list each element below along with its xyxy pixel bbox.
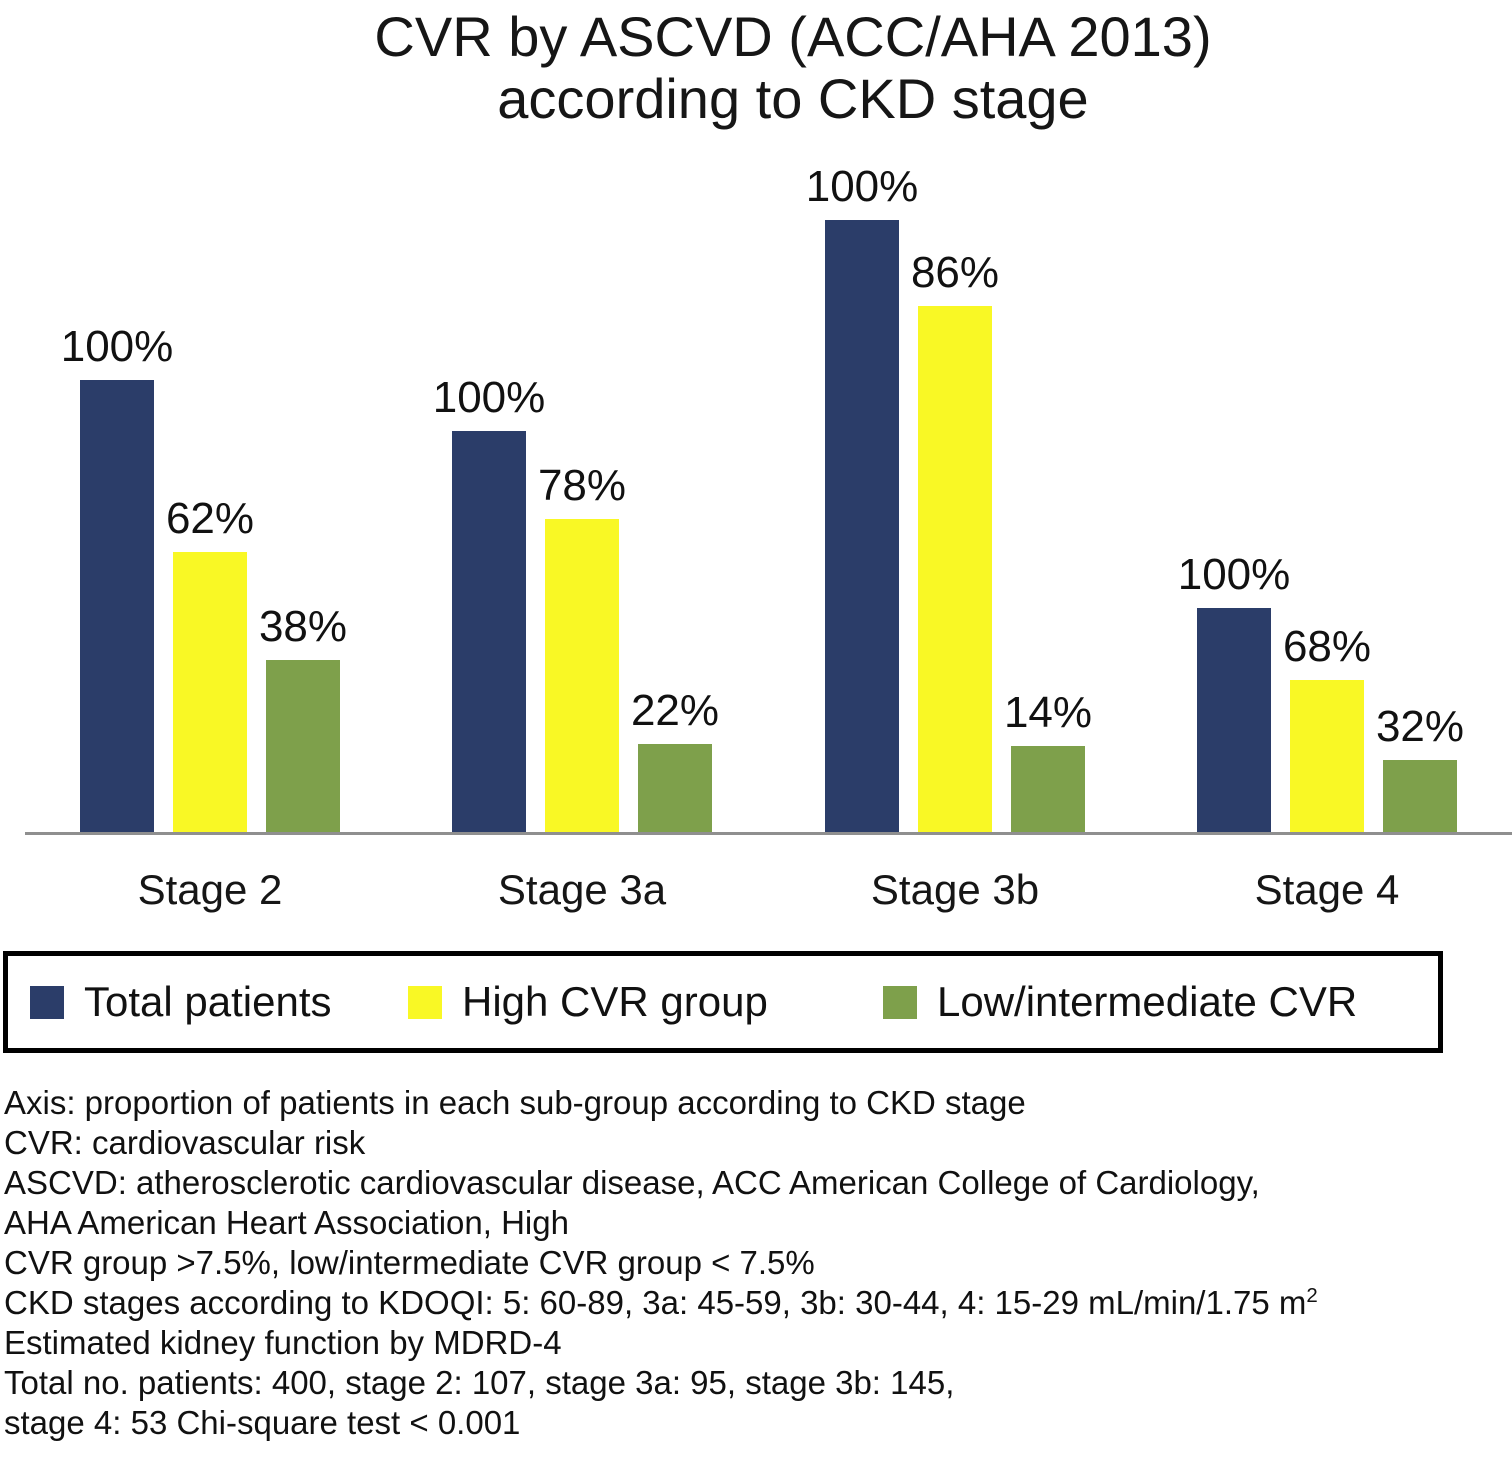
bar-value-label-stage-3b-total-patients: 100% [805, 162, 919, 211]
bar-value-label-stage-3a-total-patients: 100% [432, 373, 546, 422]
bar-value-label-stage-3b-high-cvr-group: 86% [910, 248, 1000, 297]
axis-label-stage-2: Stage 2 [137, 866, 283, 913]
bar-stage-4-high-cvr-group [1290, 680, 1364, 832]
footnote-line-ascvd: ASCVD: atherosclerotic cardiovascular di… [4, 1164, 1260, 1201]
axis-label-stage-3a: Stage 3a [497, 866, 667, 913]
legend-label-low-intermediate-cvr: Low/intermediate CVR [937, 978, 1358, 1025]
footnote-line-cvr: CVR: cardiovascular risk [4, 1124, 366, 1161]
legend-item-high-cvr-group: High CVR group [408, 956, 768, 1048]
bar-value-label-stage-3a-high-cvr-group: 78% [537, 461, 627, 510]
axis-label-stage-3b: Stage 3b [870, 866, 1040, 913]
bar-value-label-stage-2-high-cvr-group: 62% [165, 494, 255, 543]
superscript-2: 2 [1306, 1284, 1318, 1307]
bar-value-label-stage-3b-low-intermediate-cvr: 14% [1003, 688, 1093, 737]
bar-stage-4-low-intermediate-cvr [1383, 760, 1457, 832]
bar-stage-3a-total-patients [452, 431, 526, 832]
legend-item-low-intermediate-cvr: Low/intermediate CVR [883, 956, 1357, 1048]
bar-value-label-stage-4-high-cvr-group: 68% [1282, 622, 1372, 671]
legend-label-high-cvr-group: High CVR group [462, 978, 768, 1025]
legend-label-total-patients: Total patients [84, 978, 332, 1025]
chart-title-line-2: according to CKD stage [497, 67, 1089, 130]
chart-title-line-1: CVR by ASCVD (ACC/AHA 2013) [374, 5, 1212, 68]
footnote-line-axis: Axis: proportion of patients in each sub… [4, 1084, 1026, 1121]
legend-swatch-low-intermediate-cvr [883, 985, 917, 1019]
bar-value-label-stage-2-total-patients: 100% [60, 322, 174, 371]
legend-swatch-high-cvr-group [408, 985, 442, 1019]
bar-stage-3b-low-intermediate-cvr [1011, 746, 1085, 832]
footnote-line-ckd-stages: CKD stages according to KDOQI: 5: 60-89,… [4, 1283, 1504, 1323]
bar-stage-4-total-patients [1197, 608, 1271, 832]
footnote-line-totals: Total no. patients: 400, stage 2: 107, s… [4, 1364, 955, 1401]
footnote-line-cvr-groups: CVR group >7.5%, low/intermediate CVR gr… [4, 1244, 815, 1281]
bar-value-label-stage-4-low-intermediate-cvr: 32% [1375, 702, 1465, 751]
plot-area: 100% 62% 38% 100% 78% 22% 100% 86% 14% 100% 68% 32% [25, 150, 1512, 835]
footnotes: Axis: proportion of patients in each sub… [4, 1083, 1504, 1443]
footnote-line-mdrd: Estimated kidney function by MDRD-4 [4, 1324, 562, 1361]
bar-stage-2-high-cvr-group [173, 552, 247, 832]
footnote-line-aha: AHA American Heart Association, High [4, 1204, 569, 1241]
footnote-ckd-text: CKD stages according to KDOQI: 5: 60-89,… [4, 1284, 1307, 1321]
bar-value-label-stage-3a-low-intermediate-cvr: 22% [630, 686, 720, 735]
legend-box: Total patients High CVR group Low/interm… [3, 951, 1443, 1053]
legend-swatch-total-patients [30, 985, 64, 1019]
bar-value-label-stage-4-total-patients: 100% [1177, 550, 1291, 599]
footnote-line-chisquare: stage 4: 53 Chi-square test < 0.001 [4, 1404, 521, 1441]
bar-stage-2-low-intermediate-cvr [266, 660, 340, 832]
bar-stage-3a-low-intermediate-cvr [638, 744, 712, 832]
axis-label-stage-4: Stage 4 [1254, 866, 1400, 913]
bar-value-label-stage-2-low-intermediate-cvr: 38% [258, 602, 348, 651]
bar-stage-3b-total-patients [825, 220, 899, 832]
chart-title: CVR by ASCVD (ACC/AHA 2013) according to… [74, 6, 1512, 130]
bar-stage-3a-high-cvr-group [545, 519, 619, 832]
bar-stage-3b-high-cvr-group [918, 306, 992, 832]
bar-stage-2-total-patients [80, 380, 154, 832]
legend-item-total-patients: Total patients [30, 956, 332, 1048]
